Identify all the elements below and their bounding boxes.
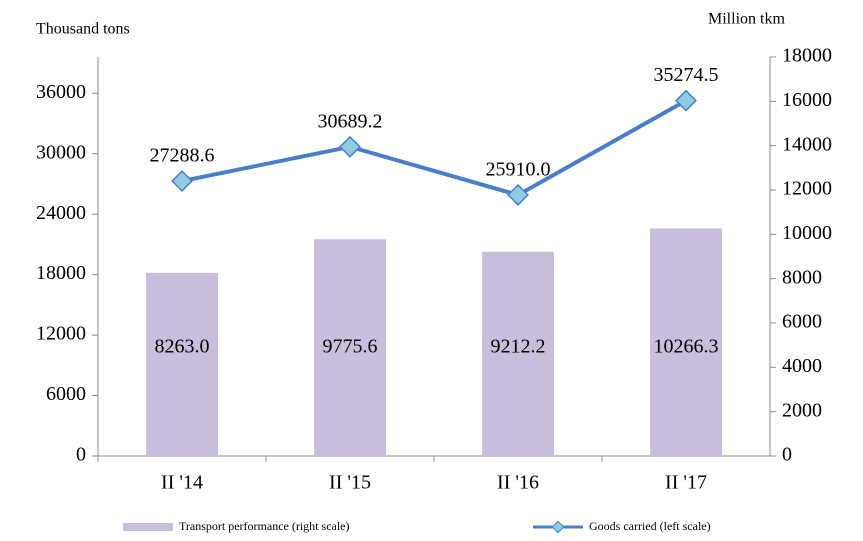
y-tick-label: 12000 bbox=[36, 323, 86, 345]
bar bbox=[482, 251, 554, 456]
y-tick-label: 6000 bbox=[46, 383, 86, 405]
bar bbox=[650, 228, 722, 456]
x-tick-label: II '15 bbox=[329, 472, 371, 494]
y-tick-label: 24000 bbox=[36, 202, 86, 224]
y2-axis-label: Million tkm bbox=[708, 11, 785, 28]
line-value-label: 30689.2 bbox=[318, 110, 383, 132]
y2-tick-label: 12000 bbox=[782, 178, 832, 200]
y2-tick-label: 8000 bbox=[782, 266, 822, 288]
bar-value-label: 9775.6 bbox=[323, 336, 378, 358]
y-tick-label: 18000 bbox=[36, 262, 86, 284]
y-tick-label: 30000 bbox=[36, 141, 86, 163]
y2-tick-label: 6000 bbox=[782, 311, 822, 333]
legend-label: Goods carried (left scale) bbox=[589, 519, 711, 533]
marker bbox=[675, 89, 697, 112]
x-tick-label: II '16 bbox=[497, 472, 539, 494]
line-value-label: 25910.0 bbox=[486, 159, 551, 181]
bar-value-label: 8263.0 bbox=[155, 336, 210, 358]
legend-marker bbox=[551, 520, 565, 534]
bar-value-label: 9212.2 bbox=[491, 336, 546, 358]
y2-tick-label: 10000 bbox=[782, 222, 832, 244]
legend-swatch bbox=[123, 523, 173, 531]
marker bbox=[171, 170, 193, 193]
line-value-label: 35274.5 bbox=[654, 64, 719, 86]
x-tick-label: II '17 bbox=[665, 472, 707, 494]
x-tick-label: II '14 bbox=[161, 472, 203, 494]
y2-tick-label: 2000 bbox=[782, 399, 822, 421]
y2-tick-label: 16000 bbox=[782, 89, 832, 111]
marker bbox=[339, 135, 361, 158]
y2-tick-label: 14000 bbox=[782, 133, 832, 155]
line-value-label: 27288.6 bbox=[150, 145, 215, 167]
y2-tick-label: 0 bbox=[782, 444, 792, 466]
bar bbox=[146, 272, 218, 456]
bar-value-label: 10266.3 bbox=[654, 336, 719, 358]
y-axis-label: Thousand tons bbox=[36, 21, 130, 38]
y2-tick-label: 18000 bbox=[782, 45, 832, 67]
legend-label: Transport performance (right scale) bbox=[179, 519, 350, 533]
line bbox=[181, 98, 687, 198]
marker bbox=[507, 183, 529, 206]
y-tick-label: 36000 bbox=[36, 81, 86, 103]
y2-tick-label: 4000 bbox=[782, 355, 822, 377]
y-tick-label: 0 bbox=[76, 444, 86, 466]
bar bbox=[314, 239, 386, 456]
